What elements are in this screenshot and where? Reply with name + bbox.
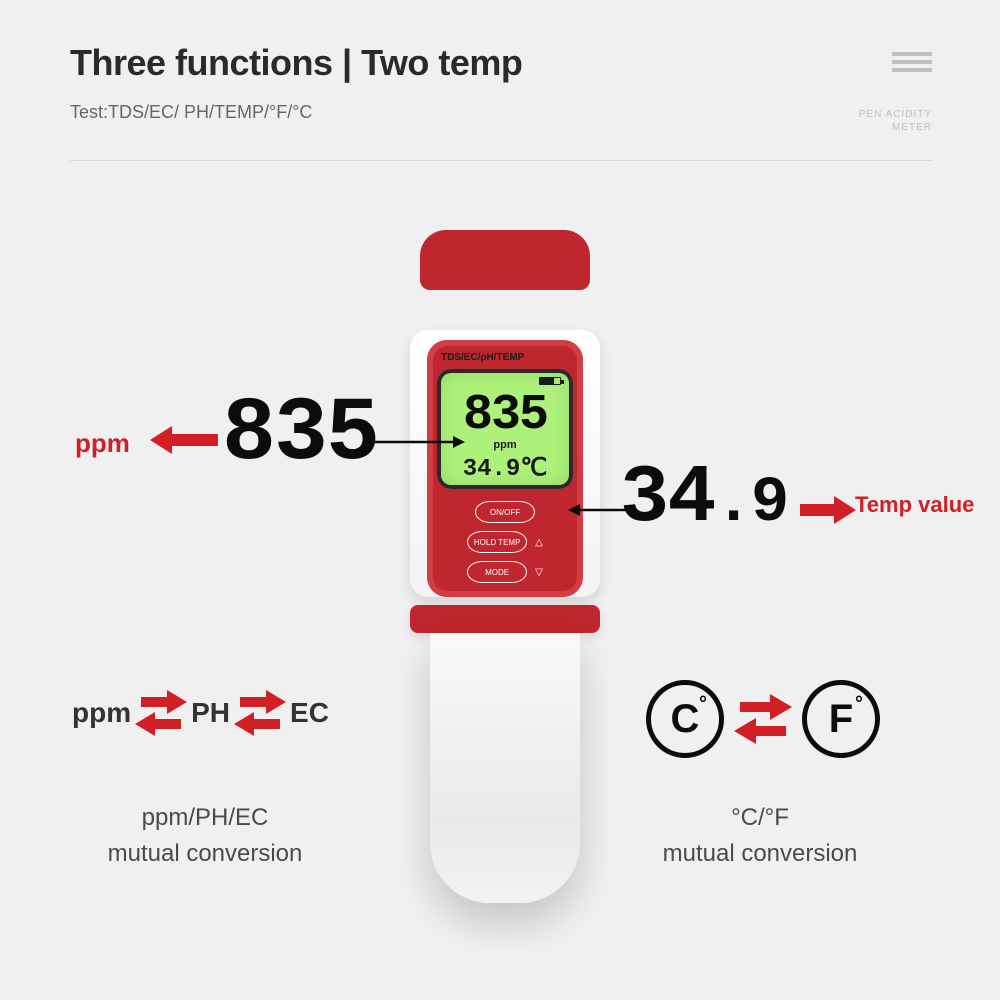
caption-right-line1: °C/°F [640, 800, 880, 836]
device-ring [410, 605, 600, 633]
battery-icon [539, 377, 561, 385]
callout-835: 835 [222, 390, 378, 480]
callout-349: 34.9 [620, 458, 787, 540]
c-f-caption: °C/°F mutual conversion [640, 800, 880, 872]
caption-left-line2: mutual conversion [100, 836, 310, 872]
degree-icon: ° [699, 693, 707, 716]
ppm-label: ppm [75, 428, 130, 459]
device-buttons: ON/OFF HOLD TEMP △ MODE ▽ [437, 501, 573, 583]
screen-temp-reading: 34.9℃ [445, 453, 565, 483]
temp-value-label: Temp value [855, 492, 974, 518]
conv-ph: PH [191, 697, 230, 729]
arrow-screen-to-temp-icon [568, 500, 628, 520]
c-letter: C [671, 697, 700, 742]
pen-label-line2: METER [859, 121, 932, 134]
arrow-temp-right-icon [800, 490, 856, 530]
on-off-button: ON/OFF [475, 501, 535, 523]
arrow-ppm-left-icon [150, 420, 220, 460]
ppm-ph-ec-conversion: ppm PH EC [72, 690, 329, 736]
down-triangle-icon: ▽ [535, 567, 543, 578]
device-cap [420, 230, 590, 330]
conv-ppm: ppm [72, 697, 131, 729]
face-modes-label: TDS/EC/pH/TEMP [437, 350, 573, 369]
page-subtitle: Test:TDS/EC/ PH/TEMP/°F/°C [70, 102, 930, 123]
hold-temp-button: HOLD TEMP [467, 531, 527, 553]
screen-temp-value: 34.9 [463, 456, 521, 483]
caption-right-line2: mutual conversion [640, 836, 880, 872]
ppm-ph-ec-caption: ppm/PH/EC mutual conversion [100, 800, 310, 872]
device-upper-body: TDS/EC/pH/TEMP 835 ppm 34.9℃ ON/OFF HOLD… [410, 330, 600, 597]
degree-icon: ° [855, 693, 863, 716]
menu-icon [892, 48, 932, 76]
meter-device: TDS/EC/pH/TEMP 835 ppm 34.9℃ ON/OFF HOLD… [400, 190, 610, 903]
swap-arrows-icon [734, 694, 792, 744]
page-title: Three functions | Two temp [70, 42, 930, 84]
up-triangle-icon: △ [535, 537, 543, 548]
pen-acidity-label: PEN ACIDITY METER [859, 108, 932, 134]
device-face: TDS/EC/pH/TEMP 835 ppm 34.9℃ ON/OFF HOLD… [427, 340, 583, 597]
lcd-screen: 835 ppm 34.9℃ [437, 369, 573, 489]
swap-arrows-icon [234, 690, 286, 736]
callout-349-int: 34 [620, 452, 714, 545]
screen-temp-unit: ℃ [520, 456, 547, 483]
f-letter: F [829, 697, 853, 742]
swap-arrows-icon [135, 690, 187, 736]
c-f-conversion: C° F° [646, 680, 880, 758]
device-lower-body [430, 633, 580, 903]
pen-label-line1: PEN ACIDITY [859, 108, 932, 121]
mode-button: MODE [467, 561, 527, 583]
caption-left-line1: ppm/PH/EC [100, 800, 310, 836]
celsius-circle: C° [646, 680, 724, 758]
arrow-835-to-screen-icon [375, 432, 465, 452]
fahrenheit-circle: F° [802, 680, 880, 758]
conv-ec: EC [290, 697, 329, 729]
divider [70, 160, 932, 161]
callout-349-dec: .9 [714, 468, 787, 540]
